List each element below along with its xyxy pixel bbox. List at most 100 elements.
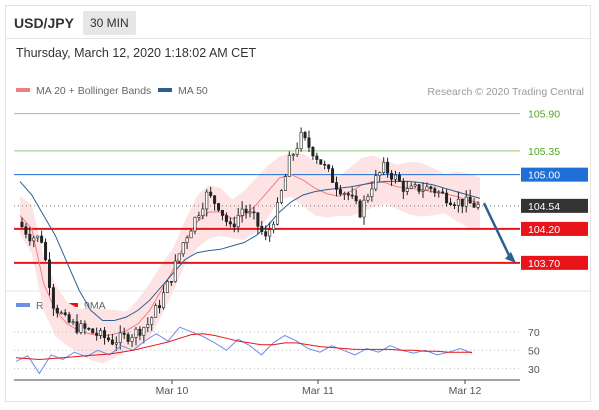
candle-body [24,226,28,235]
level-label-105.35: 105.35 [528,146,560,158]
candle-body [264,231,268,237]
candle-body [87,328,91,330]
candle-body [307,137,311,148]
x-axis-label: Mar 10 [156,385,189,397]
candle-body [177,253,181,262]
candle-body [63,312,67,315]
chart-datetime: Thursday, March 12, 2020 1:18:02 AM CET [16,46,257,60]
candle-body [311,147,315,157]
candle-body [252,211,256,214]
interval-badge[interactable]: 30 MIN [83,11,136,35]
candle-body [429,186,433,189]
candle-body [189,230,193,239]
candle-body [154,305,158,318]
candle-body [393,174,397,180]
candle-body [464,196,468,207]
candle-body [244,208,248,214]
candle-body [20,221,24,228]
candle-body [476,203,480,208]
candle-body [55,307,59,314]
candle-body [283,176,287,191]
candle-body [441,191,445,194]
legend-ma-bollinger: MA 20 + Bollinger Bands [16,85,151,97]
level-tag-104.20 [521,221,588,236]
credit-text: Research © 2020 Trading Central [427,86,584,98]
candle-body [95,332,99,336]
candle-body [370,188,374,197]
candle-body [374,175,378,190]
legend-label-ma50: MA 50 [178,85,208,97]
rsi-tick-label: 30 [528,364,540,376]
candle-body [256,212,260,227]
candle-body [162,292,166,309]
rsi-9ma-line [15,333,472,361]
candle-body [401,180,405,192]
level-label-104.20: 104.20 [528,224,560,236]
candle-body [106,337,110,341]
candle-body [224,215,228,223]
candle-body [240,208,244,216]
candle-body [110,339,114,345]
candle-body [228,221,232,225]
candle-body [346,193,350,196]
candle-body [460,198,464,207]
candle-body [91,328,95,334]
candle-body [338,189,342,195]
candle-body [158,305,162,309]
candle-body [445,192,449,204]
legend-swatch-ma50 [158,88,172,93]
candle-body [342,193,346,195]
rsi-tick-label: 70 [528,327,540,339]
candle-body [205,191,209,210]
candle-body [197,215,201,218]
header-divider [6,38,590,39]
candle-body [248,211,252,214]
candle-body [386,161,390,174]
candle-body [217,203,221,211]
candle-body [323,163,327,166]
candle-body [75,321,79,333]
candle-body [32,237,36,242]
candle-body [299,132,303,149]
candle-body [354,195,358,202]
candle-body [279,190,283,203]
candles [20,127,480,352]
candle-body [134,328,138,338]
candle-body [146,324,150,328]
candle-body [413,184,417,187]
candle-body [276,202,280,225]
candle-body [291,154,295,156]
candle-body [193,216,197,232]
candle-body [173,260,177,282]
candle-body [421,189,425,192]
candle-body [83,323,87,329]
candle-body [44,242,48,261]
candle-body [397,174,401,182]
candle-body [209,191,213,197]
candle-body [319,159,323,165]
candle-body [40,235,44,243]
candle-body [268,229,272,237]
candle-body [138,328,142,336]
candle-body [71,321,75,324]
level-tag-103.70 [521,255,588,270]
candle-body [47,259,51,288]
candle-body [327,164,331,169]
candle-body [150,317,154,325]
legend-label-ma-bollinger: MA 20 + Bollinger Bands [36,85,152,97]
candle-body [169,281,173,283]
candle-body [36,235,40,239]
candle-body [472,202,476,208]
candle-body [362,199,366,218]
candle-body [452,204,456,206]
candle-body [331,168,335,183]
level-label-105.90: 105.90 [528,109,560,121]
rsi-tick-label: 50 [528,345,540,357]
candle-body [315,155,319,160]
candle-body [185,237,189,243]
candle-body [79,323,83,333]
level-tag-104.54 [521,198,588,213]
candle-body [213,195,217,204]
candle-body [405,188,409,192]
